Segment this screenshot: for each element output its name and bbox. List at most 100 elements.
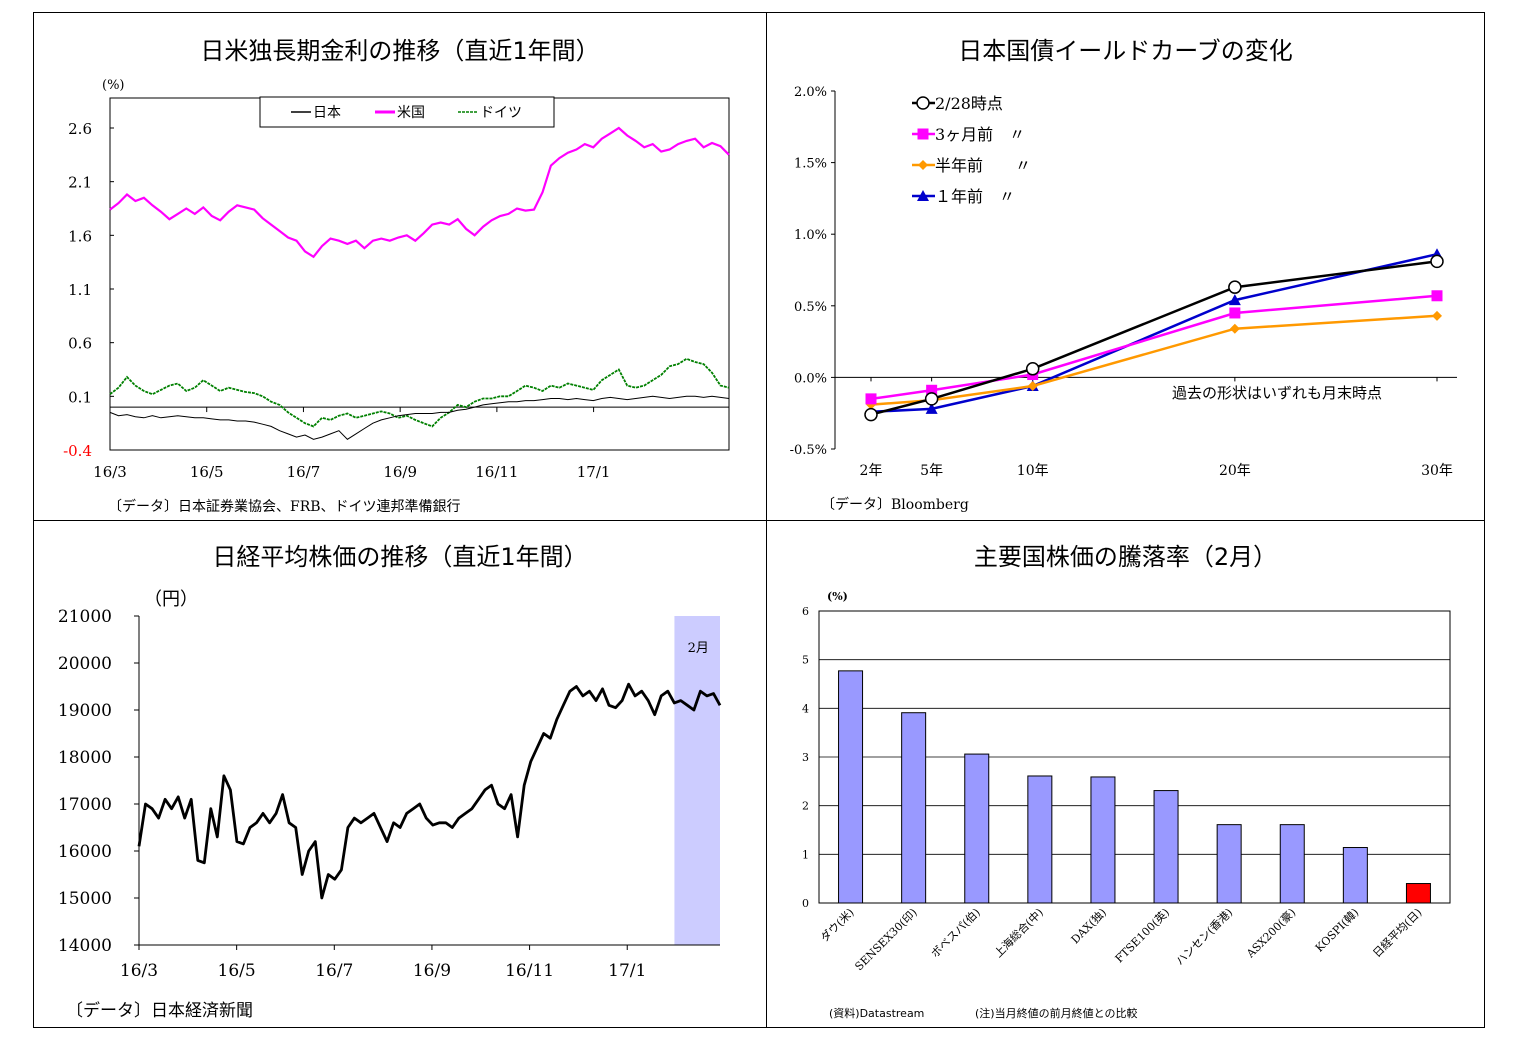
- nikkei-line: [137, 682, 722, 900]
- marker-square: [865, 393, 877, 405]
- marker-square: [1431, 290, 1443, 302]
- y-tick-label: -0.5%: [790, 443, 827, 458]
- marker-circle: [1228, 280, 1242, 294]
- y-tick-label: 19000: [58, 701, 112, 721]
- chart-source: 〔データ〕日本経済新聞: [66, 1001, 253, 1021]
- x-tick-label: 16/3: [93, 463, 127, 481]
- legend-label: 3ヶ月前 〃: [935, 125, 1025, 144]
- x-tick-label: 16/9: [413, 961, 451, 981]
- chart-title: 日経平均株価の推移（直近1年間）: [212, 543, 588, 571]
- marker-diamond: [1027, 380, 1038, 391]
- panel-nikkei: 日経平均株価の推移（直近1年間） 2月 （円） 21000 20000 19000 180…: [33, 520, 767, 1028]
- y-tick-label: 6: [802, 605, 809, 618]
- x-tick-label: 日経平均(日): [1370, 906, 1424, 960]
- y-tick-label: 17000: [58, 795, 112, 815]
- bar: [1279, 824, 1305, 904]
- unit-label: （円）: [144, 589, 198, 610]
- x-tick-label: KOSPI(韓): [1313, 906, 1362, 955]
- legend-label: 米国: [397, 105, 425, 121]
- y-tick-label: -0.4: [63, 442, 92, 460]
- y-tick-label: 18000: [58, 748, 112, 768]
- x-tick-label: 20年: [1219, 463, 1251, 479]
- legend-label: 半年前 〃: [935, 156, 1031, 175]
- feb-shade: [674, 616, 720, 945]
- x-tick-label: 16/5: [190, 463, 224, 481]
- marker-diamond: [1229, 323, 1240, 334]
- panel-stock-change: 主要国株価の騰落率（2月） (%) 6 5 4 3 2 1 0 ダウ(米) SENSEX30(印)…: [766, 520, 1485, 1028]
- marker-circle: [924, 392, 939, 406]
- series-line-米国: [109, 126, 730, 259]
- y-tick-label: 0: [802, 897, 809, 910]
- legend-label: 2/28時点: [935, 94, 1003, 113]
- nikkei-chart-svg: 2月 （円） 21000 20000 19000 18000 17000 16000 15000…: [58, 589, 722, 981]
- x-tick-label: SENSEX30(印): [852, 906, 919, 973]
- marker-diamond: [918, 160, 928, 170]
- y-tick-label: 5: [802, 654, 809, 667]
- y-tick-label: 21000: [58, 607, 112, 627]
- y-tick-label: 1: [802, 848, 809, 861]
- y-tick-label: 1.6: [68, 227, 92, 245]
- x-tick-label: ダウ(米): [817, 905, 856, 944]
- y-tick-label: 0.6: [68, 335, 92, 353]
- stock-change-chart-svg: (%) 6 5 4 3 2 1 0 ダウ(米)SENSEX30(印) ボベスパ(伯) 上海総合(中)…: [802, 590, 1451, 973]
- y-tick-label: 3: [802, 751, 809, 764]
- legend-label: １年前 〃: [935, 187, 1015, 206]
- series-line-ドイツ: [109, 357, 730, 428]
- x-tick-label: 16/7: [315, 961, 353, 981]
- y-tick-label: 0.0%: [794, 371, 827, 386]
- x-tick-label: ASX200(豪): [1243, 905, 1299, 961]
- x-tick-label: 10年: [1017, 463, 1049, 479]
- x-tick-label: 16/11: [505, 961, 554, 981]
- legend-label: 日本: [313, 105, 341, 121]
- x-tick-label: 5年: [920, 463, 943, 479]
- yield-curve-chart-svg: 2.0% 1.5% 1.0% 0.5% 0.0% -0.5% 2年 5年 10年 20年 30年 2/…: [790, 85, 1457, 479]
- y-tick-label: 16000: [58, 842, 112, 862]
- y-tick-label: 2.6: [68, 120, 92, 138]
- marker-square: [926, 384, 938, 396]
- x-tick-label: 2年: [860, 463, 883, 479]
- chart-source-left: (資料)Datastream: [829, 1007, 925, 1020]
- bar: [1153, 790, 1179, 904]
- x-tick-label: DAX(独): [1069, 906, 1109, 946]
- bar: [1090, 776, 1116, 904]
- x-tick-label: 16/9: [383, 463, 417, 481]
- series-line-日本: [109, 395, 730, 440]
- unit-label: (%): [827, 590, 848, 603]
- x-tick-label: 30年: [1421, 463, 1453, 479]
- y-tick-label: 2.0%: [794, 85, 827, 100]
- marker-circle: [1430, 254, 1444, 269]
- y-tick-label: 0.1: [68, 388, 92, 406]
- annotation: 過去の形状はいずれも月末時点: [1172, 384, 1382, 402]
- x-tick-label: 17/1: [608, 961, 646, 981]
- x-tick-label: ボベスパ(伯): [928, 905, 983, 960]
- marker-diamond: [1432, 310, 1442, 321]
- x-tick-label: 上海総合(中): [991, 905, 1046, 960]
- y-tick-label: 20000: [58, 654, 112, 674]
- y-tick-label: 1.5%: [794, 157, 827, 172]
- bar: [901, 712, 927, 904]
- bar: [838, 670, 864, 904]
- bar: [1027, 775, 1053, 904]
- chart-source-right: (注)当月終値の前月終値との比較: [975, 1007, 1138, 1020]
- marker-circle: [864, 407, 878, 422]
- legend-label: ドイツ: [480, 105, 522, 121]
- y-tick-label: 0.5%: [794, 300, 827, 315]
- chart-title: 主要国株価の騰落率（2月）: [973, 543, 1278, 571]
- x-tick-label: 16/5: [218, 961, 256, 981]
- y-tick-label: 1.0%: [794, 228, 827, 243]
- marker-triangle: [917, 190, 929, 201]
- y-tick-label: 2: [802, 800, 809, 813]
- panel-jgb-us-de-yields: 日米独長期金利の推移（直近1年間） (%) 2.6 2.1 1.6 1.1 0.6 0.1 -…: [33, 12, 767, 521]
- marker-square: [917, 128, 929, 140]
- chart-title: 日米独長期金利の推移（直近1年間）: [200, 37, 600, 65]
- shade-label: 2月: [688, 641, 709, 656]
- chart-title: 日本国債イールドカーブの変化: [958, 37, 1293, 65]
- x-tick-label: FTSE100(英): [1112, 905, 1172, 965]
- bar: [964, 753, 990, 904]
- marker-circle: [1025, 362, 1040, 376]
- y-tick-label: 2.1: [68, 174, 92, 192]
- y-tick-label: 14000: [58, 936, 112, 956]
- plot-area: [109, 97, 730, 451]
- x-tick-label: 16/3: [120, 961, 158, 981]
- yields-chart-svg: (%) 2.6 2.1 1.6 1.1 0.6 0.1 -0.416/3 16/5 16/7 16/…: [63, 78, 730, 481]
